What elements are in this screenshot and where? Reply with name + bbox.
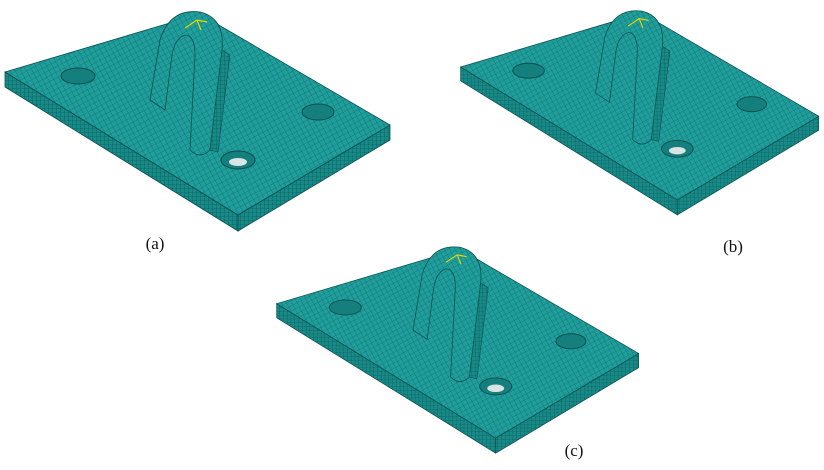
panel-label: (b) <box>723 237 743 256</box>
panel-label: (a) <box>146 234 165 253</box>
figure: (a) (b) (c) <box>0 0 824 470</box>
mesh-model-b <box>461 11 819 215</box>
mesh-model-a <box>5 12 390 231</box>
panel-label: (c) <box>565 441 584 460</box>
mesh-model-c <box>277 247 639 453</box>
